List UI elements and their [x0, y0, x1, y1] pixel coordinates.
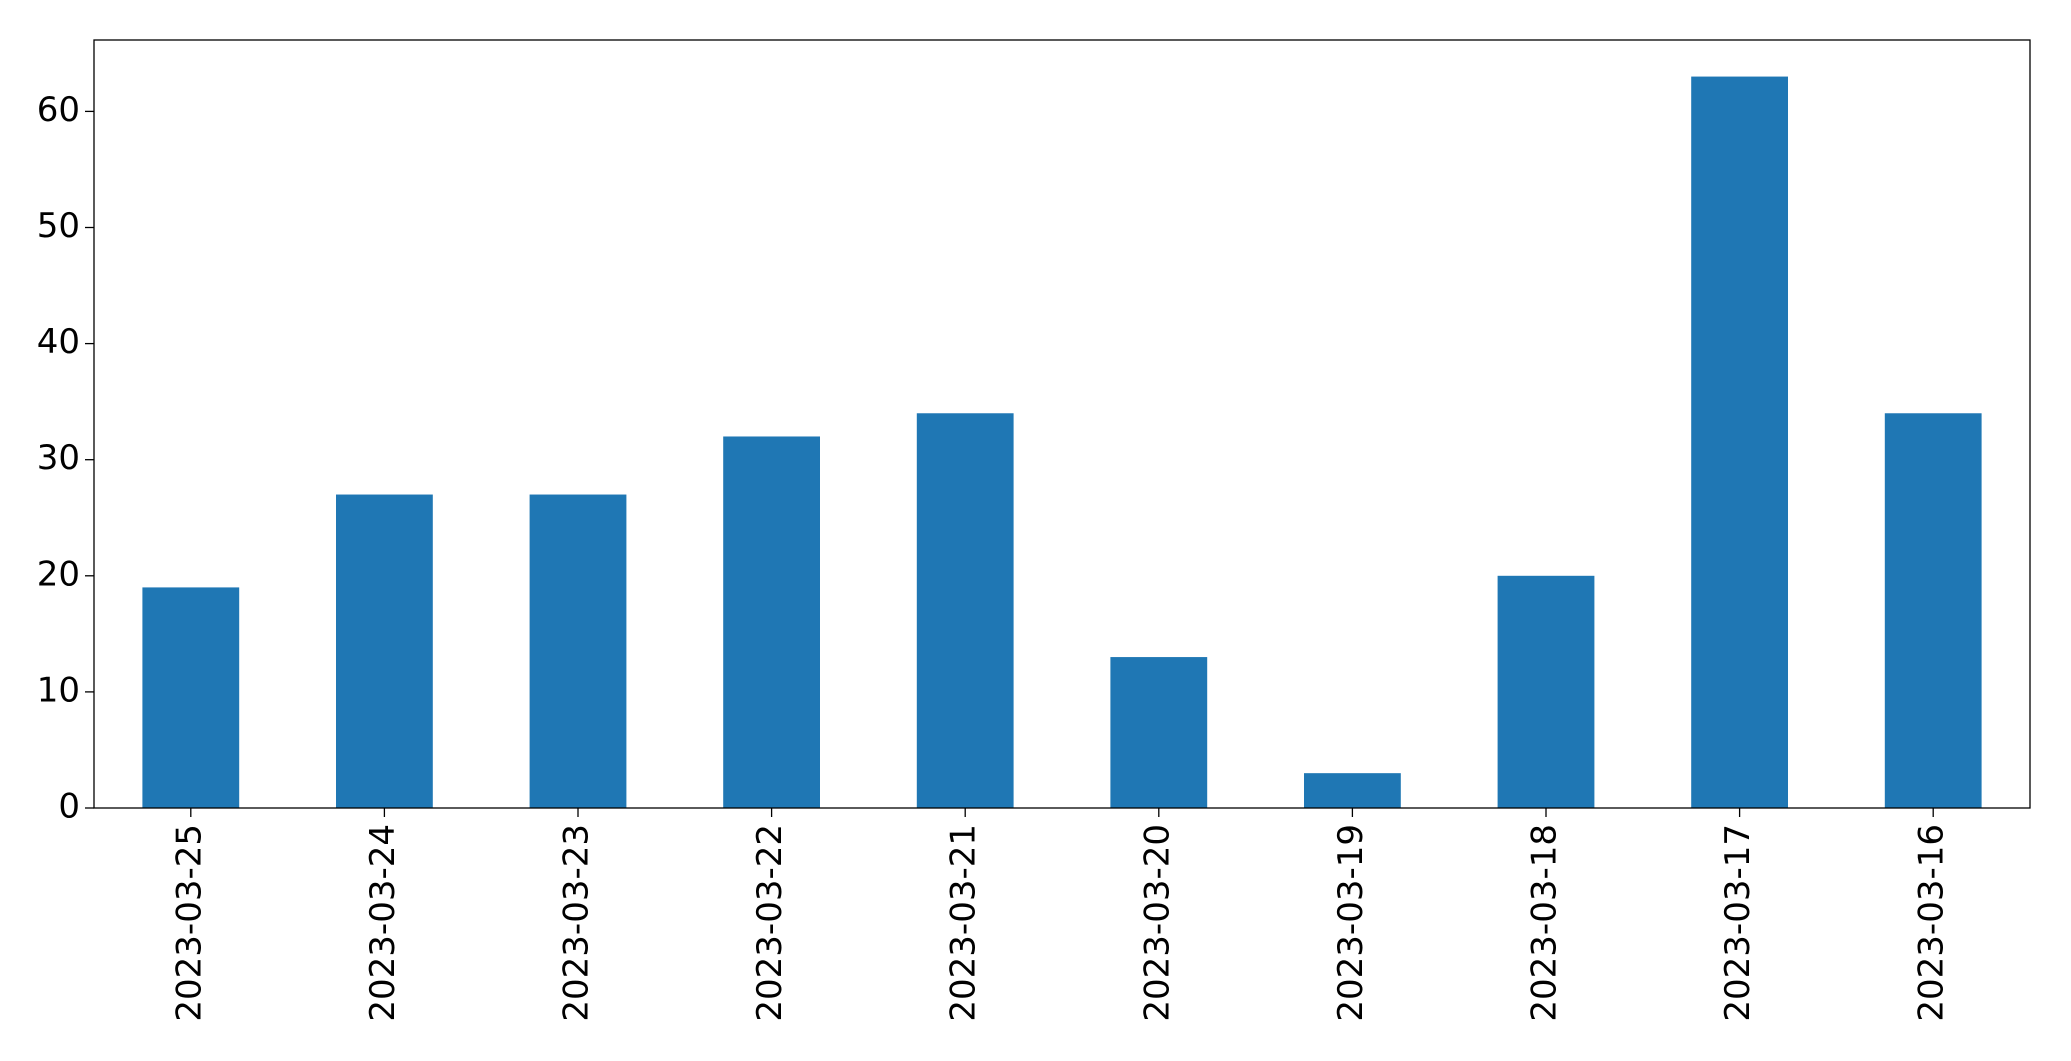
- bar: [1691, 76, 1788, 809]
- x-tick-label: 2023-03-17: [1718, 824, 1758, 1022]
- bar: [1110, 657, 1208, 808]
- bar: [916, 413, 1014, 808]
- x-tick-label: 2023-03-23: [557, 824, 597, 1022]
- y-tick-label: 60: [37, 90, 80, 130]
- bar: [142, 587, 240, 808]
- y-tick-label: 50: [37, 206, 80, 246]
- x-tick-label: 2023-03-20: [1137, 824, 1177, 1022]
- y-tick-label: 10: [37, 670, 80, 710]
- bar: [1304, 773, 1401, 808]
- bar: [1497, 575, 1595, 808]
- x-tick-label: 2023-03-24: [363, 824, 403, 1022]
- x-tick-label: 2023-03-21: [944, 824, 984, 1022]
- x-tick-label: 2023-03-22: [750, 824, 790, 1022]
- y-tick-label: 20: [37, 554, 80, 594]
- bar: [529, 494, 627, 808]
- bar: [723, 436, 820, 808]
- x-tick-label: 2023-03-19: [1331, 824, 1371, 1022]
- y-tick-label: 30: [37, 438, 80, 478]
- axes-frame: [93, 39, 2031, 809]
- x-tick-label: 2023-03-16: [1912, 824, 1952, 1022]
- y-tick-label: 40: [37, 322, 80, 362]
- bar: [336, 494, 433, 808]
- x-tick-label: 2023-03-25: [169, 824, 209, 1022]
- bar: [1884, 413, 1982, 808]
- y-tick-label: 0: [58, 787, 80, 827]
- x-tick-label: 2023-03-18: [1525, 824, 1565, 1022]
